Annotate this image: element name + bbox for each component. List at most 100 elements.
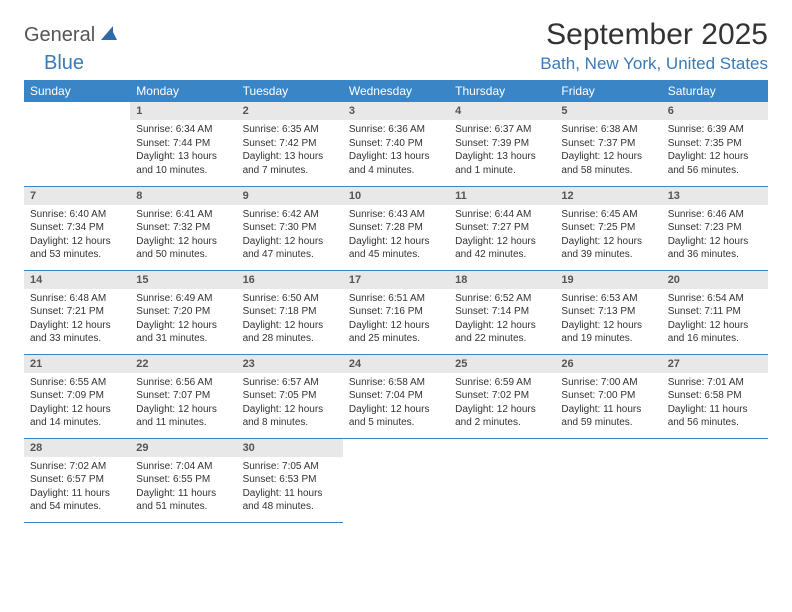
- day-detail-line: Daylight: 12 hours: [349, 235, 443, 249]
- weekday-header: Monday: [130, 80, 236, 102]
- day-details: Sunrise: 6:53 AMSunset: 7:13 PMDaylight:…: [555, 289, 661, 350]
- day-detail-line: Sunset: 7:39 PM: [455, 137, 549, 151]
- day-detail-line: and 51 minutes.: [136, 500, 230, 514]
- calendar-table: SundayMondayTuesdayWednesdayThursdayFrid…: [24, 80, 768, 523]
- calendar-day-cell: 29Sunrise: 7:04 AMSunset: 6:55 PMDayligh…: [130, 438, 236, 522]
- day-detail-line: Daylight: 12 hours: [561, 150, 655, 164]
- day-detail-line: Sunset: 7:02 PM: [455, 389, 549, 403]
- day-detail-line: Sunrise: 6:37 AM: [455, 123, 549, 137]
- day-detail-line: Daylight: 12 hours: [349, 403, 443, 417]
- day-detail-line: Sunrise: 6:45 AM: [561, 208, 655, 222]
- calendar-day-cell: 8Sunrise: 6:41 AMSunset: 7:32 PMDaylight…: [130, 186, 236, 270]
- day-detail-line: Daylight: 13 hours: [243, 150, 337, 164]
- day-detail-line: Sunset: 6:53 PM: [243, 473, 337, 487]
- day-number: 6: [662, 102, 768, 120]
- calendar-day-cell: 12Sunrise: 6:45 AMSunset: 7:25 PMDayligh…: [555, 186, 661, 270]
- month-year-title: September 2025: [540, 18, 768, 52]
- weekday-header: Sunday: [24, 80, 130, 102]
- day-detail-line: Sunrise: 6:56 AM: [136, 376, 230, 390]
- day-detail-line: Sunrise: 6:55 AM: [30, 376, 124, 390]
- day-details: Sunrise: 6:48 AMSunset: 7:21 PMDaylight:…: [24, 289, 130, 350]
- day-detail-line: Daylight: 12 hours: [561, 319, 655, 333]
- day-detail-line: Sunrise: 7:00 AM: [561, 376, 655, 390]
- day-detail-line: Sunset: 7:21 PM: [30, 305, 124, 319]
- day-detail-line: Daylight: 12 hours: [136, 235, 230, 249]
- day-detail-line: Sunset: 7:40 PM: [349, 137, 443, 151]
- calendar-day-cell: 22Sunrise: 6:56 AMSunset: 7:07 PMDayligh…: [130, 354, 236, 438]
- day-detail-line: Sunset: 7:32 PM: [136, 221, 230, 235]
- day-detail-line: and 1 minute.: [455, 164, 549, 178]
- day-details: Sunrise: 6:35 AMSunset: 7:42 PMDaylight:…: [237, 120, 343, 181]
- header: General September 2025 Bath, New York, U…: [24, 18, 768, 74]
- day-detail-line: and 28 minutes.: [243, 332, 337, 346]
- day-detail-line: Sunset: 7:34 PM: [30, 221, 124, 235]
- calendar-week-row: 28Sunrise: 7:02 AMSunset: 6:57 PMDayligh…: [24, 438, 768, 522]
- day-number: 14: [24, 271, 130, 289]
- day-detail-line: Daylight: 11 hours: [30, 487, 124, 501]
- logo-word-1: General: [24, 24, 95, 47]
- calendar-week-row: 7Sunrise: 6:40 AMSunset: 7:34 PMDaylight…: [24, 186, 768, 270]
- calendar-day-cell: 27Sunrise: 7:01 AMSunset: 6:58 PMDayligh…: [662, 354, 768, 438]
- day-number: 8: [130, 187, 236, 205]
- day-detail-line: Sunrise: 6:46 AM: [668, 208, 762, 222]
- day-details: Sunrise: 6:56 AMSunset: 7:07 PMDaylight:…: [130, 373, 236, 434]
- calendar-day-cell: 16Sunrise: 6:50 AMSunset: 7:18 PMDayligh…: [237, 270, 343, 354]
- day-details: Sunrise: 6:43 AMSunset: 7:28 PMDaylight:…: [343, 205, 449, 266]
- day-detail-line: and 39 minutes.: [561, 248, 655, 262]
- day-details: Sunrise: 6:41 AMSunset: 7:32 PMDaylight:…: [130, 205, 236, 266]
- day-detail-line: Sunset: 7:07 PM: [136, 389, 230, 403]
- day-detail-line: Sunset: 7:23 PM: [668, 221, 762, 235]
- day-detail-line: and 56 minutes.: [668, 416, 762, 430]
- day-detail-line: Daylight: 12 hours: [243, 235, 337, 249]
- day-details: Sunrise: 6:39 AMSunset: 7:35 PMDaylight:…: [662, 120, 768, 181]
- day-detail-line: and 58 minutes.: [561, 164, 655, 178]
- day-detail-line: and 45 minutes.: [349, 248, 443, 262]
- day-detail-line: Daylight: 12 hours: [455, 403, 549, 417]
- day-detail-line: Sunrise: 6:52 AM: [455, 292, 549, 306]
- day-detail-line: Daylight: 12 hours: [136, 319, 230, 333]
- day-number: 30: [237, 439, 343, 457]
- day-details: Sunrise: 6:57 AMSunset: 7:05 PMDaylight:…: [237, 373, 343, 434]
- day-detail-line: Sunrise: 6:50 AM: [243, 292, 337, 306]
- logo-sail-icon: [99, 24, 119, 47]
- calendar-day-cell: 18Sunrise: 6:52 AMSunset: 7:14 PMDayligh…: [449, 270, 555, 354]
- day-number: 23: [237, 355, 343, 373]
- day-detail-line: Sunrise: 6:51 AM: [349, 292, 443, 306]
- day-details: Sunrise: 6:55 AMSunset: 7:09 PMDaylight:…: [24, 373, 130, 434]
- calendar-day-cell: [555, 438, 661, 522]
- day-detail-line: Daylight: 12 hours: [30, 319, 124, 333]
- day-detail-line: Daylight: 12 hours: [349, 319, 443, 333]
- calendar-day-cell: 23Sunrise: 6:57 AMSunset: 7:05 PMDayligh…: [237, 354, 343, 438]
- calendar-week-row: 21Sunrise: 6:55 AMSunset: 7:09 PMDayligh…: [24, 354, 768, 438]
- day-details: Sunrise: 6:58 AMSunset: 7:04 PMDaylight:…: [343, 373, 449, 434]
- day-detail-line: Sunrise: 6:34 AM: [136, 123, 230, 137]
- day-details: Sunrise: 6:59 AMSunset: 7:02 PMDaylight:…: [449, 373, 555, 434]
- calendar-day-cell: 10Sunrise: 6:43 AMSunset: 7:28 PMDayligh…: [343, 186, 449, 270]
- day-detail-line: Sunset: 7:44 PM: [136, 137, 230, 151]
- day-details: Sunrise: 6:50 AMSunset: 7:18 PMDaylight:…: [237, 289, 343, 350]
- calendar-day-cell: [24, 102, 130, 186]
- day-detail-line: Daylight: 11 hours: [136, 487, 230, 501]
- location-subtitle: Bath, New York, United States: [540, 54, 768, 74]
- day-number: 5: [555, 102, 661, 120]
- day-detail-line: Daylight: 12 hours: [136, 403, 230, 417]
- day-number: 9: [237, 187, 343, 205]
- day-detail-line: Sunrise: 6:41 AM: [136, 208, 230, 222]
- day-details: Sunrise: 7:04 AMSunset: 6:55 PMDaylight:…: [130, 457, 236, 518]
- day-detail-line: Daylight: 12 hours: [455, 319, 549, 333]
- calendar-day-cell: 1Sunrise: 6:34 AMSunset: 7:44 PMDaylight…: [130, 102, 236, 186]
- day-detail-line: and 48 minutes.: [243, 500, 337, 514]
- day-details: Sunrise: 6:51 AMSunset: 7:16 PMDaylight:…: [343, 289, 449, 350]
- day-detail-line: Sunset: 6:55 PM: [136, 473, 230, 487]
- title-block: September 2025 Bath, New York, United St…: [540, 18, 768, 74]
- day-details: Sunrise: 6:45 AMSunset: 7:25 PMDaylight:…: [555, 205, 661, 266]
- day-details: Sunrise: 7:02 AMSunset: 6:57 PMDaylight:…: [24, 457, 130, 518]
- day-details: Sunrise: 6:36 AMSunset: 7:40 PMDaylight:…: [343, 120, 449, 181]
- day-detail-line: Sunrise: 6:54 AM: [668, 292, 762, 306]
- day-number: 10: [343, 187, 449, 205]
- day-detail-line: Sunrise: 6:49 AM: [136, 292, 230, 306]
- day-detail-line: Sunset: 7:27 PM: [455, 221, 549, 235]
- day-detail-line: Daylight: 12 hours: [668, 319, 762, 333]
- day-detail-line: Sunrise: 6:44 AM: [455, 208, 549, 222]
- calendar-head: SundayMondayTuesdayWednesdayThursdayFrid…: [24, 80, 768, 102]
